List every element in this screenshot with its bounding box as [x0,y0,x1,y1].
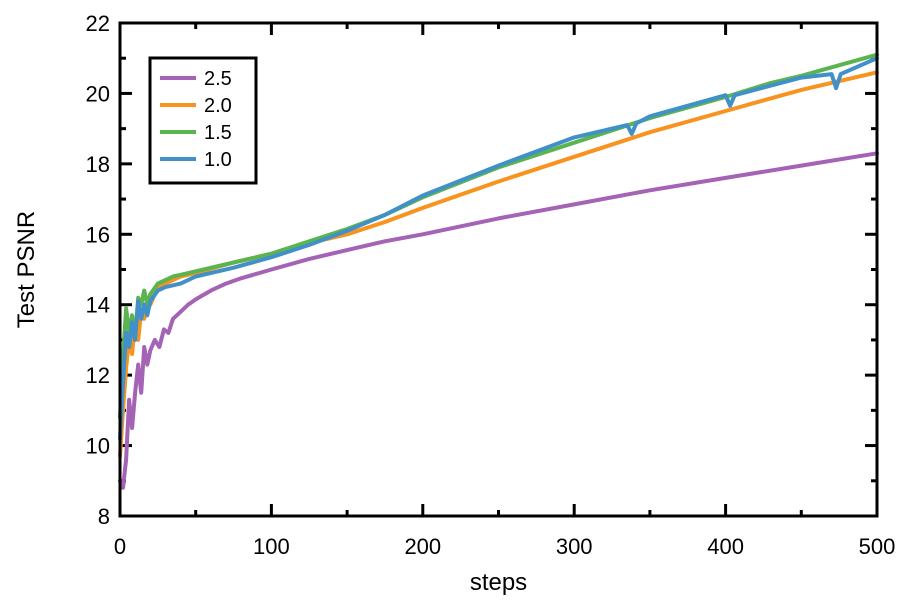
legend-label-2.5: 2.5 [204,68,232,90]
x-tick-label: 200 [404,534,441,559]
legend-label-2.0: 2.0 [204,95,232,117]
legend-label-1.5: 1.5 [204,122,232,144]
legend-label-1.0: 1.0 [204,149,232,171]
legend: 2.5 2.0 1.5 1.0 [148,56,258,185]
series-line-1.0 [118,56,879,441]
y-tick-label: 22 [86,11,110,36]
y-tick-label: 20 [86,81,110,106]
y-tick-label: 8 [98,504,110,529]
x-tick-label: 400 [707,534,744,559]
y-tick-label: 14 [86,293,110,318]
y-tick-label: 10 [86,434,110,459]
y-tick-label: 16 [86,222,110,247]
plot-frame [118,21,879,518]
series-layer [118,52,879,490]
x-axis-title: steps [470,569,527,596]
x-tick-label: 100 [253,534,290,559]
x-tick-label: 0 [114,534,126,559]
axes-layer: 0 100 200 300 400 500 8 10 12 14 16 18 20 22 [86,11,896,559]
y-tick-label: 12 [86,363,110,388]
y-tick-label: 18 [86,152,110,177]
x-tick-label: 300 [556,534,593,559]
y-axis-title: Test PSNR [13,211,40,328]
series-line-2.5 [118,151,879,490]
x-tick-label: 500 [859,534,896,559]
